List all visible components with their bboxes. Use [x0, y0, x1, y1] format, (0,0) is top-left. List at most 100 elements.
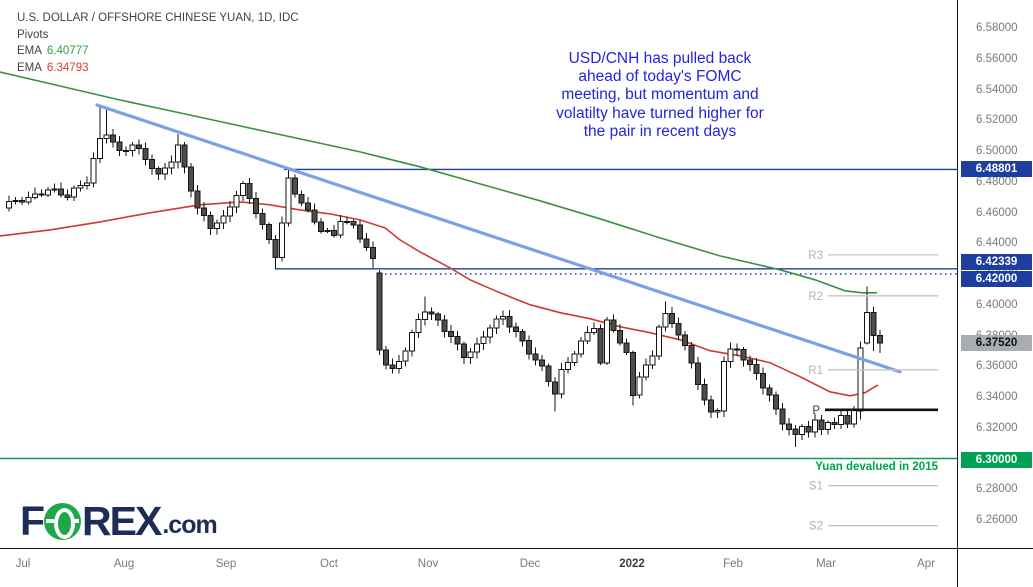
candlestick [402, 347, 409, 367]
candlestick [441, 314, 448, 338]
candle-body-up [175, 144, 181, 163]
candle-body-down [331, 230, 337, 236]
candle-body-down [305, 202, 311, 211]
candlestick [688, 342, 695, 369]
price-label-6.30000: 6.30000 [961, 451, 1032, 468]
candlestick [389, 358, 396, 374]
candlestick [64, 189, 71, 201]
candle-body-down [519, 331, 526, 342]
candlestick [721, 356, 727, 417]
candlestick [272, 235, 279, 269]
candlestick [285, 169, 292, 227]
candlestick [318, 217, 324, 234]
candle-body-down [669, 312, 675, 324]
candlestick [103, 109, 110, 144]
candlestick [825, 420, 831, 435]
candlestick [734, 343, 740, 356]
candlestick [38, 189, 45, 197]
candlestick [818, 414, 825, 435]
candle-body-down [370, 246, 376, 259]
candlestick [71, 185, 77, 201]
price-chart[interactable]: R3 R2 R1 P S1 S2 [0, 0, 957, 548]
ema-legend-slow[interactable]: EMA 6.40777 [17, 43, 299, 60]
candle-body-up [25, 196, 32, 203]
price-tick: 6.58000 [976, 22, 1018, 34]
downtrend-line[interactable] [95, 103, 902, 374]
candle-body-up [584, 331, 591, 342]
candle-body-up [396, 360, 402, 369]
candle-body-up [324, 230, 331, 233]
candlestick [201, 201, 207, 222]
candlestick [110, 129, 116, 148]
candle-body-down [701, 384, 708, 401]
candle-body-down [19, 199, 25, 203]
candle-body-down [123, 149, 129, 152]
candlestick [428, 307, 435, 320]
analyst-note[interactable]: USD/CNH has pulled back ahead of today's… [556, 50, 764, 140]
candle-body-up [45, 189, 51, 196]
price-tick: 6.34000 [976, 391, 1018, 403]
price-tick: 6.50000 [976, 145, 1018, 157]
candle-body-up [344, 220, 350, 223]
time-tick-Mar: Mar [816, 558, 836, 570]
candle-body-up [214, 222, 220, 229]
candle-body-up [12, 199, 19, 202]
candle-body-down [116, 141, 123, 151]
candlestick [552, 377, 558, 412]
candlestick [766, 384, 773, 402]
symbol-title[interactable]: U.S. DOLLAR / OFFSHORE CHINESE YUAN, 1D,… [17, 12, 299, 24]
candle-body-down [181, 144, 188, 168]
candlestick [363, 232, 370, 252]
candlestick [636, 371, 643, 399]
candlestick [214, 219, 220, 235]
candle-body-up [714, 410, 721, 413]
candlestick [227, 200, 233, 222]
candle-body-down [149, 159, 155, 170]
ema-legend-fast[interactable]: EMA 6.34793 [17, 60, 299, 77]
time-tick-Sep: Sep [215, 558, 237, 570]
logo-coin-bar-left [46, 519, 55, 523]
candle-body-down [779, 408, 786, 425]
candlestick [422, 296, 428, 326]
candlestick [844, 409, 851, 428]
candle-body-up [409, 331, 415, 352]
indicator-label[interactable]: Pivots [17, 28, 49, 41]
candle-body-down [318, 221, 324, 232]
candle-body-down [513, 326, 519, 333]
candlestick [175, 134, 181, 169]
candlestick [545, 363, 552, 387]
candlestick [493, 315, 500, 335]
candle-body-up [493, 318, 500, 329]
candlestick [539, 354, 545, 371]
candlestick [149, 154, 155, 175]
candlestick [188, 162, 194, 198]
candlestick [25, 191, 32, 205]
pivot-label-S1: S1 [809, 481, 823, 493]
candlestick [168, 155, 175, 175]
candlestick [155, 166, 162, 181]
candlestick [630, 350, 636, 406]
candlestick [77, 180, 84, 192]
candlestick [760, 367, 766, 395]
candle-body-down [142, 148, 149, 160]
candle-body-down [292, 177, 298, 195]
pivot-label-S2: S2 [809, 521, 823, 533]
ema-value: 6.40777 [46, 45, 89, 57]
candle-body-down [766, 387, 773, 396]
candle-body-down [428, 311, 435, 315]
candle-body-down [539, 359, 545, 367]
candlestick [396, 355, 402, 374]
candlestick [610, 314, 617, 333]
candlestick [409, 329, 415, 357]
candlestick [246, 178, 253, 204]
candle-body-down [805, 426, 812, 433]
candlestick [513, 322, 519, 338]
candle-body-down [877, 335, 883, 344]
candlestick [519, 329, 526, 347]
candle-body-down [792, 428, 799, 435]
candlestick [58, 182, 64, 198]
candle-body-down [610, 319, 617, 331]
candle-body-down [155, 168, 162, 175]
candlestick [753, 358, 760, 380]
candlestick [786, 417, 792, 436]
